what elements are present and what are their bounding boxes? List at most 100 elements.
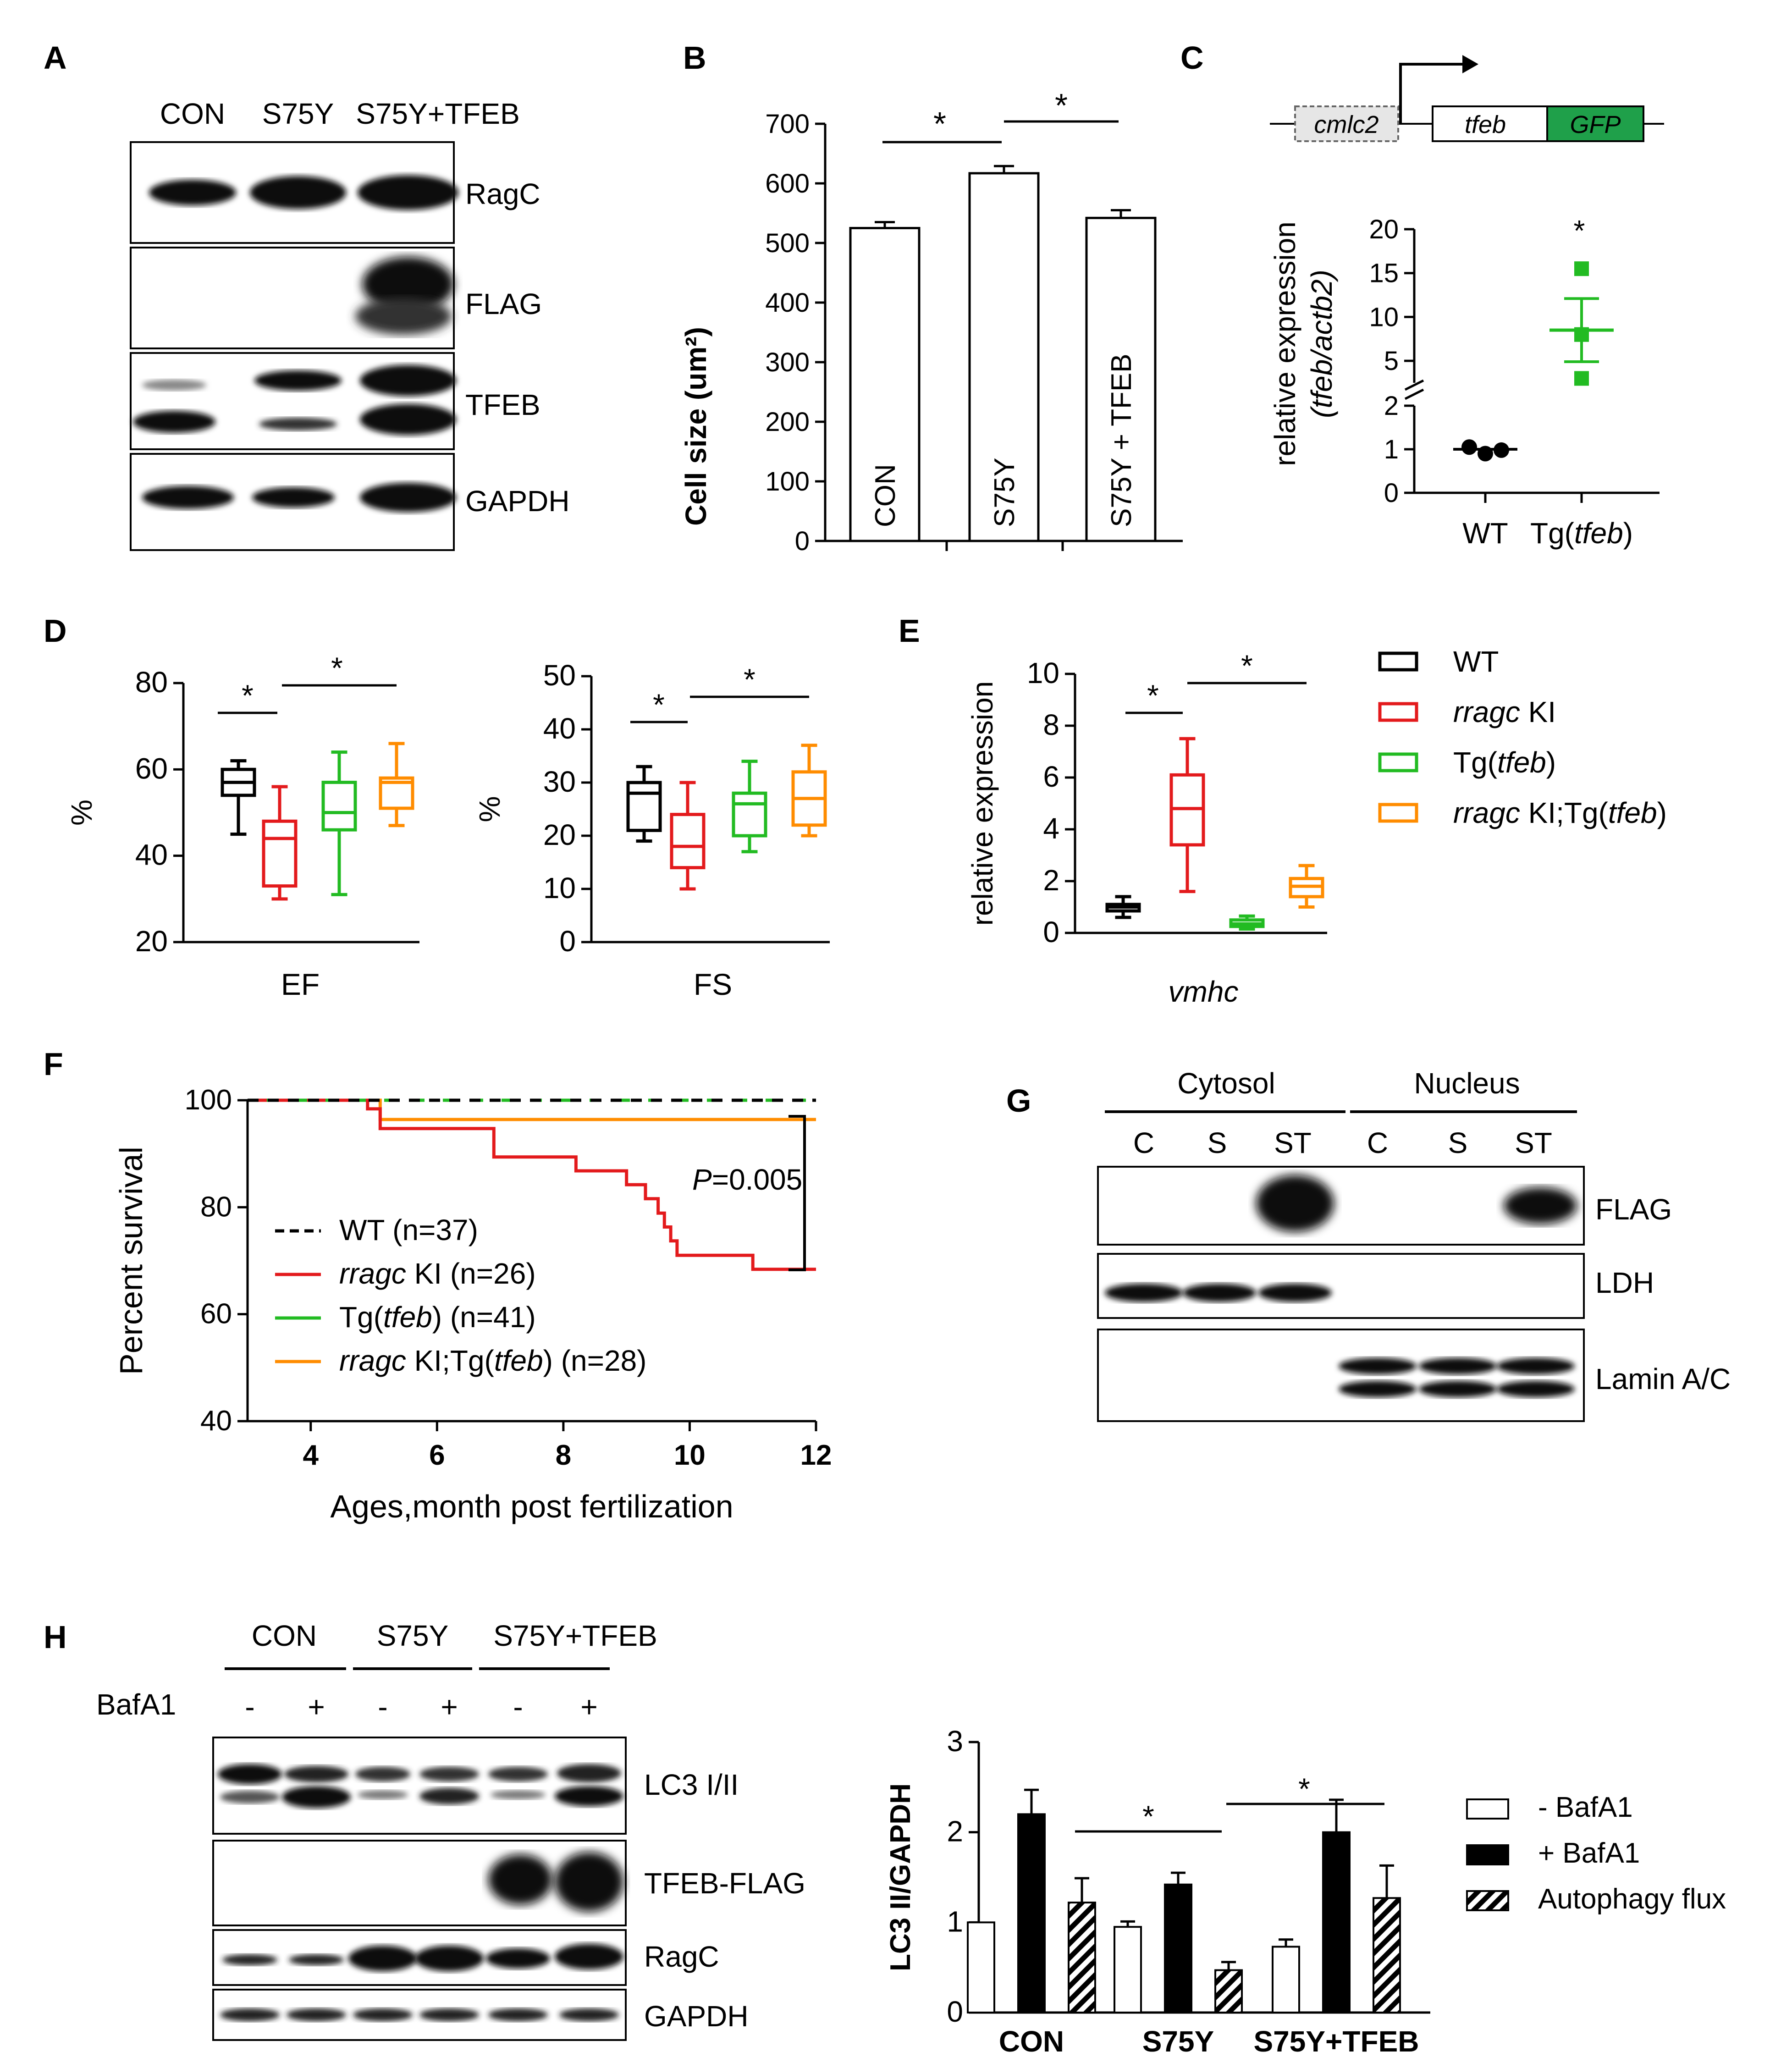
axis-break [1404, 388, 1424, 400]
blot-band [360, 483, 456, 512]
panel-h: H CON S75Y S75Y+TFEB BafA1 - + - + - + [44, 1619, 1726, 2057]
blot-label: TFEB [465, 388, 540, 421]
legend-swatch [1466, 1798, 1509, 1820]
x-tick-label: CON [999, 2025, 1064, 2057]
gfp-box [1546, 105, 1644, 142]
y-tick-label: 20 [543, 818, 576, 851]
bar [849, 227, 921, 542]
y-tick-label: 5 [1384, 346, 1399, 376]
group-label: S75Y+TFEB [493, 1619, 657, 1652]
y-tick-label: 500 [765, 228, 810, 258]
y-axis-label: Percent survival [113, 1147, 149, 1375]
y-tick-label: 40 [200, 1405, 232, 1437]
blot-band [1105, 1284, 1183, 1302]
panel-c: C cmlc2 tfeb GFP relative expression (tf… [1180, 40, 1664, 550]
blot-band [1339, 1358, 1417, 1374]
blot-band [419, 1767, 479, 1781]
blot-band [360, 404, 456, 435]
chart-b: 0 100 200 300 400 500 600 700 CON S75Y S75Y + TFEB [765, 109, 1183, 556]
blot-band [250, 176, 346, 209]
blot-band [491, 1790, 546, 1799]
blot-band [355, 1767, 410, 1781]
blot-band [1258, 1284, 1332, 1302]
bar [1164, 1883, 1192, 2014]
gene-label: tfeb [1465, 111, 1506, 138]
axis-break [1404, 379, 1424, 391]
treatment-mark: + [441, 1690, 458, 1723]
blot-band [1497, 1358, 1575, 1374]
significance-mark: * [933, 106, 946, 143]
blot-label: TFEB-FLAG [644, 1867, 805, 1900]
bar [1272, 1946, 1300, 2013]
x-tick-label: 10 [674, 1439, 706, 1471]
bar-label: S75Y + TFEB [1106, 353, 1137, 527]
panel-d: D 20 40 60 80% EF 0 10 20 30 40 50% FS * * * * [44, 613, 830, 1001]
x-tick-label: 12 [800, 1439, 832, 1471]
y-axis-label: Cell size (um²) [679, 327, 712, 526]
y-tick-label: 50 [543, 659, 576, 692]
box [670, 813, 706, 870]
bar [1114, 1926, 1142, 2013]
lane-label: ST [1274, 1126, 1312, 1159]
blot-band [355, 298, 452, 335]
legend-swatch [1466, 1844, 1509, 1865]
significance-mark: * [1142, 1799, 1154, 1833]
blot-label: Lamin A/C [1595, 1362, 1731, 1395]
legend-label: + BafA1 [1538, 1837, 1640, 1869]
y-tick-label: 100 [185, 1084, 232, 1116]
box [732, 791, 767, 838]
y-tick-label: 400 [765, 288, 810, 318]
x-tick-label: S75Y [1142, 2025, 1214, 2057]
blot-band [348, 1946, 417, 1971]
blot-band [287, 2008, 346, 2021]
blot-band [220, 2008, 280, 2021]
y-tick-label: 80 [200, 1191, 232, 1223]
legend-label: rragc KI;Tg(tfeb) (n=28) [339, 1344, 646, 1377]
promoter-label: cmlc2 [1314, 111, 1378, 138]
legend-label: Autophagy flux [1538, 1883, 1726, 1915]
significance-mark: * [331, 651, 343, 685]
blot-band [282, 1786, 351, 1808]
blot-band [1183, 1284, 1256, 1302]
y-tick-label: 0 [947, 1995, 963, 2028]
lane-label: ST [1515, 1126, 1552, 1159]
blot-label: RagC [644, 1940, 719, 1973]
data-point [1574, 371, 1589, 386]
y-axis-label: relative expression [966, 681, 999, 926]
panel-b: B Cell size (um²) 0 100 200 300 400 500 600 700… [679, 40, 1183, 556]
x-tick-label: 6 [429, 1439, 445, 1471]
blot-band [358, 175, 458, 210]
panel-letter-f: F [44, 1046, 63, 1082]
blot-label: LDH [1595, 1266, 1654, 1299]
blot-band [555, 1786, 623, 1806]
legend-label: WT [1453, 645, 1499, 678]
y-tick-label: 2 [947, 1815, 963, 1848]
data-point [1461, 439, 1477, 455]
y-axis-label: % [65, 800, 98, 826]
legend-swatch [1466, 1890, 1509, 1911]
panel-letter-d: D [44, 613, 67, 649]
blot-band [1504, 1187, 1577, 1224]
blot-label: GAPDH [644, 2000, 749, 2033]
x-tick-label: 4 [303, 1439, 319, 1471]
y-tick-label: 60 [135, 752, 168, 785]
bar [1373, 1897, 1401, 2014]
y-tick-label: 15 [1369, 259, 1399, 288]
lane-label: S75Y+TFEB [356, 97, 520, 130]
blot-band [254, 370, 342, 391]
blot-band [284, 1766, 348, 1782]
panel-letter-e: E [899, 613, 920, 649]
blot-band [149, 180, 236, 205]
legend-h: - BafA1 + BafA1 Autophagy flux [1466, 1792, 1726, 1915]
chart-d-fs: 0 10 20 30 40 50% FS [473, 659, 830, 1001]
panel-e: E 0 2 4 6 8 10 relative expression vmhc * * WT… [899, 613, 1667, 1008]
legend-label: WT (n=37) [339, 1213, 478, 1246]
data-point [1574, 261, 1589, 276]
bar [1068, 1902, 1096, 2014]
blot-band [252, 487, 335, 507]
blot-band [1339, 1381, 1417, 1397]
x-tick-label: S75Y+TFEB [1253, 2025, 1419, 2057]
box [262, 819, 298, 888]
y-tick-label: 2 [1384, 391, 1399, 421]
y-tick-label: 700 [765, 109, 810, 139]
